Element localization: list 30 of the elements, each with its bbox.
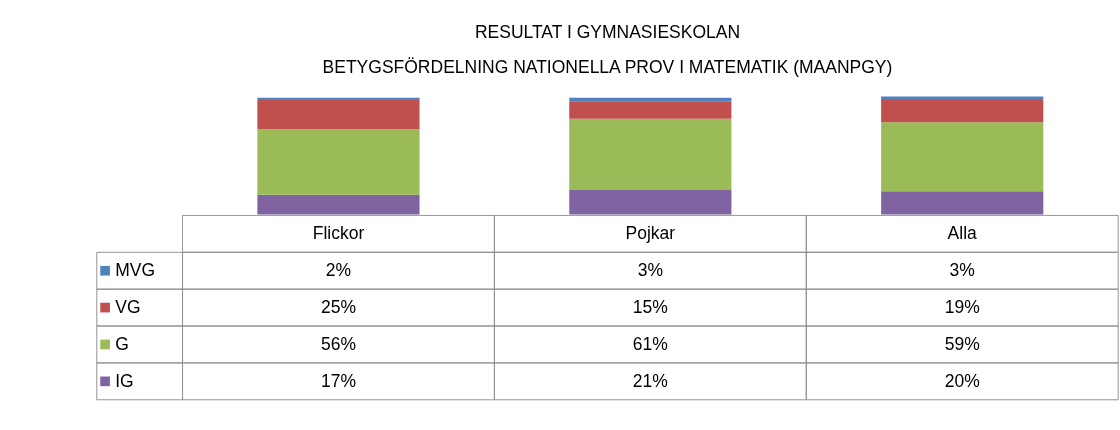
x-tick-label: Alla xyxy=(947,223,978,244)
bar xyxy=(257,129,420,195)
data-label: 17% xyxy=(320,370,356,391)
bar xyxy=(881,122,1044,192)
data-label: 61% xyxy=(632,334,668,354)
bar xyxy=(881,191,1044,215)
legend-label: G xyxy=(115,334,129,354)
data-label: 3% xyxy=(637,260,663,281)
bar xyxy=(569,118,732,190)
data-label: 19% xyxy=(944,297,980,318)
data-label: 20% xyxy=(944,370,980,391)
legend-label: VG xyxy=(115,297,141,318)
bar xyxy=(257,100,420,130)
text: RESULTAT I GYMNASIESKOLAN xyxy=(474,21,741,42)
data-label: 3% xyxy=(949,260,975,281)
data-label: 15% xyxy=(632,297,668,318)
data-label: 56% xyxy=(320,334,356,354)
legend-label: MVG xyxy=(115,260,156,281)
data-label: 21% xyxy=(632,370,668,391)
x-tick-label: Pojkar xyxy=(625,223,676,244)
data-label: 59% xyxy=(944,334,980,354)
bar xyxy=(569,101,732,119)
bar xyxy=(569,189,732,215)
data-label: 2% xyxy=(325,260,352,281)
data-label: 25% xyxy=(320,297,356,318)
bar xyxy=(257,194,420,215)
legend-label: IG xyxy=(115,370,134,391)
x-tick-label: Flickor xyxy=(312,223,365,244)
bar xyxy=(881,100,1044,123)
text: BETYGSFÖRDELNING NATIONELLA PROV I MATEMATIK (MAANPGY) xyxy=(322,56,893,77)
